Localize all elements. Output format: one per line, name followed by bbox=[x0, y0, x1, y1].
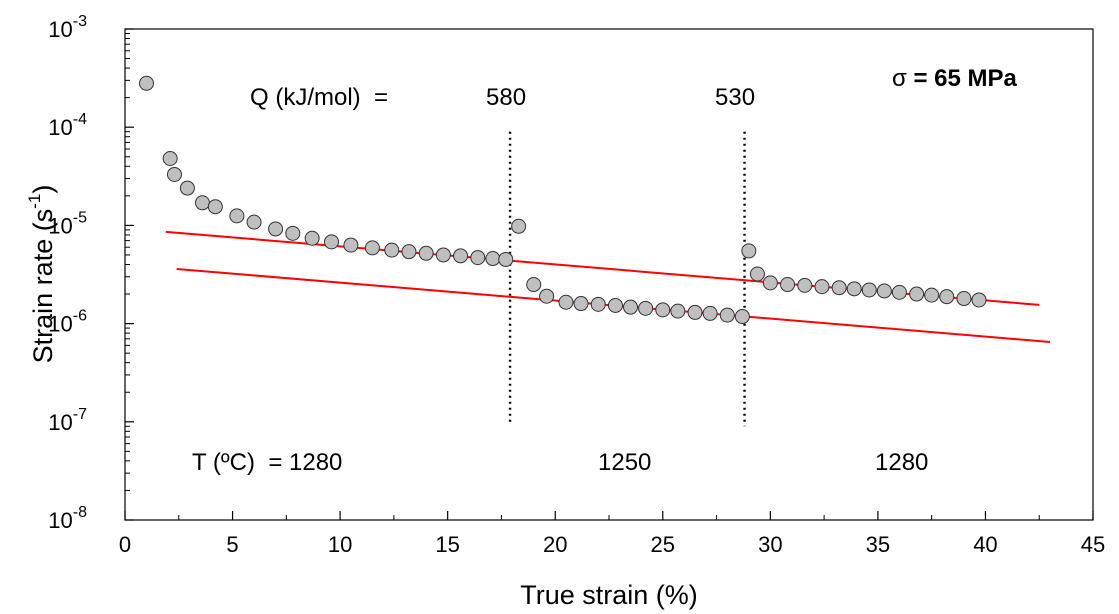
data-point bbox=[573, 296, 589, 312]
y-axis-title-suffix: ) bbox=[28, 185, 58, 194]
t-value-1280: 1280 bbox=[875, 449, 928, 476]
x-tick-label: 35 bbox=[866, 532, 890, 557]
data-point bbox=[924, 287, 940, 303]
data-point bbox=[194, 195, 210, 211]
data-point bbox=[401, 244, 417, 260]
y-axis-title-main: Strain rate (s bbox=[28, 209, 58, 364]
data-point bbox=[246, 214, 262, 230]
x-tick-label: 30 bbox=[758, 532, 782, 557]
y-axis-ticks: 10-8 10-7 10-6 10-5 10-4 10-3 bbox=[48, 13, 134, 533]
data-point bbox=[324, 234, 340, 250]
data-point bbox=[343, 237, 359, 253]
data-point bbox=[558, 294, 574, 310]
data-point bbox=[670, 303, 686, 319]
data-point bbox=[876, 283, 892, 299]
data-point bbox=[304, 230, 320, 246]
x-tick-label: 15 bbox=[435, 532, 459, 557]
sigma-symbol: σ bbox=[892, 65, 907, 92]
data-point bbox=[607, 297, 623, 313]
q-label: Q (kJ/mol) = bbox=[250, 84, 388, 111]
y-tick-label: 10-8 bbox=[48, 504, 87, 533]
data-point bbox=[229, 208, 245, 224]
x-tick-label: 10 bbox=[328, 532, 352, 557]
stress-value: = 65 MPa bbox=[907, 65, 1018, 92]
data-point bbox=[749, 266, 765, 282]
data-point bbox=[539, 288, 555, 304]
data-point bbox=[797, 277, 813, 293]
data-point bbox=[268, 221, 284, 237]
data-points bbox=[139, 75, 987, 325]
x-axis-ticks: 0 5 10 15 20 25 30 35 40 45 bbox=[119, 511, 1105, 557]
stress-label: σ = 65 MPa bbox=[892, 65, 1018, 92]
data-point bbox=[638, 300, 654, 316]
x-tick-label: 0 bbox=[119, 532, 131, 557]
data-point bbox=[846, 281, 862, 297]
data-point bbox=[939, 289, 955, 305]
data-point bbox=[511, 218, 527, 234]
x-tick-label: 5 bbox=[226, 532, 238, 557]
data-point bbox=[485, 251, 501, 267]
data-point bbox=[762, 275, 778, 291]
y-axis-title-superscript: -1 bbox=[25, 194, 44, 209]
data-point bbox=[956, 291, 972, 307]
y-tick-label: 10-4 bbox=[48, 111, 87, 140]
q-value-530: 530 bbox=[715, 84, 755, 111]
data-point bbox=[590, 296, 606, 312]
data-point bbox=[418, 245, 434, 261]
data-point bbox=[780, 277, 796, 293]
data-point bbox=[384, 242, 400, 258]
y-axis-title: Strain rate (s-1) bbox=[25, 185, 58, 364]
data-point bbox=[435, 247, 451, 263]
data-point bbox=[162, 151, 178, 167]
t-value-1250: 1250 bbox=[598, 449, 651, 476]
data-point bbox=[702, 305, 718, 321]
data-point bbox=[179, 180, 195, 196]
data-point bbox=[971, 292, 987, 308]
data-point bbox=[831, 280, 847, 296]
data-point bbox=[687, 304, 703, 320]
t-label: T (ºC) = 1280 bbox=[192, 449, 342, 476]
fit-line bbox=[165, 230, 1040, 306]
data-point bbox=[139, 75, 155, 91]
data-point bbox=[861, 282, 877, 298]
data-point bbox=[498, 251, 514, 267]
data-point bbox=[655, 302, 671, 318]
data-point bbox=[623, 299, 639, 315]
x-tick-label: 20 bbox=[543, 532, 567, 557]
data-point bbox=[364, 240, 380, 256]
data-point bbox=[207, 199, 223, 215]
data-point bbox=[734, 309, 750, 325]
data-point bbox=[814, 279, 830, 295]
y-tick-label: 10-7 bbox=[48, 406, 87, 435]
data-point bbox=[909, 286, 925, 302]
data-point bbox=[891, 284, 907, 300]
y-tick-label: 10-6 bbox=[48, 308, 87, 337]
temperature-change-lines bbox=[508, 131, 746, 427]
data-point bbox=[719, 307, 735, 323]
x-axis-title: True strain (%) bbox=[520, 580, 698, 610]
data-point bbox=[470, 250, 486, 266]
y-tick-label: 10-3 bbox=[48, 13, 87, 42]
data-point bbox=[453, 248, 469, 264]
q-value-580: 580 bbox=[486, 84, 526, 111]
data-point bbox=[526, 277, 542, 293]
data-point bbox=[285, 225, 301, 241]
x-tick-label: 25 bbox=[651, 532, 675, 557]
data-point bbox=[166, 166, 182, 182]
x-tick-label: 45 bbox=[1081, 532, 1105, 557]
x-tick-label: 40 bbox=[973, 532, 997, 557]
data-point bbox=[741, 243, 757, 259]
y-tick-label: 10-5 bbox=[48, 209, 87, 238]
